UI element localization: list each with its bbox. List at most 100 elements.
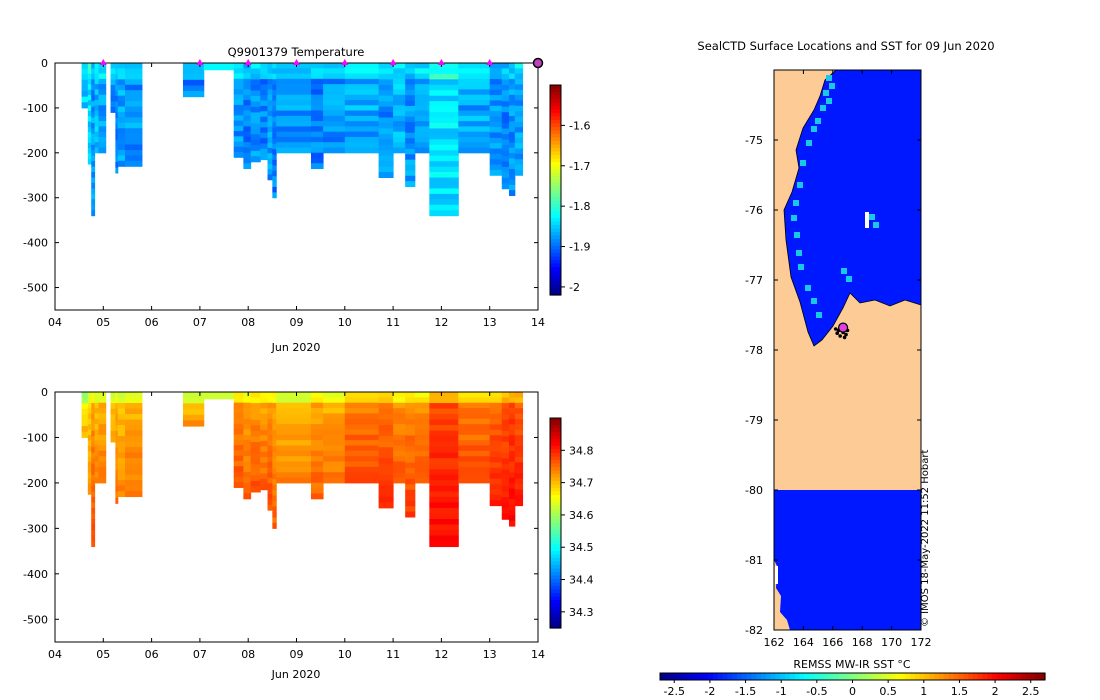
depth-cell (267, 94, 273, 101)
depth-cell (323, 121, 346, 127)
ross-sea-water (783, 69, 922, 347)
colorbar-frame (549, 417, 562, 629)
polynya-pixel (798, 264, 804, 270)
depth-cell (458, 84, 491, 90)
depth-cell (98, 131, 107, 138)
depth-cell (81, 79, 89, 86)
depth-cell (378, 79, 394, 86)
colorbar-segment (550, 537, 561, 542)
depth-cell (414, 115, 430, 122)
depth-cell (91, 403, 96, 410)
colorbar-segment (550, 502, 561, 507)
depth-cell (310, 136, 324, 143)
depth-cell (250, 464, 261, 471)
depth-cell (310, 408, 324, 414)
depth-cell (378, 84, 394, 91)
depth-cell (378, 403, 394, 410)
depth-cell (393, 78, 406, 85)
depth-cell (501, 425, 510, 432)
depth-cell (405, 100, 416, 107)
depth-cell (250, 480, 261, 487)
depth-cell (429, 106, 459, 113)
sst-colorbar-segment (703, 673, 709, 680)
depth-cell (115, 425, 119, 432)
depth-cell (98, 68, 107, 75)
depth-cell (489, 483, 503, 490)
depth-cell (115, 397, 119, 404)
polynya-pixel (829, 83, 835, 89)
sst-colorbar-segment (842, 673, 849, 680)
depth-cell (414, 78, 430, 85)
depth-cell (344, 472, 380, 479)
depth-cell (405, 68, 416, 75)
depth-cell (489, 462, 503, 469)
depth-cell (87, 137, 92, 144)
depth-cell (250, 84, 261, 91)
depth-cell (429, 541, 459, 548)
depth-cell (243, 440, 252, 446)
depth-cell (429, 177, 459, 184)
depth-cell (87, 121, 92, 128)
depth-cell (125, 128, 143, 135)
depth-cell (344, 73, 380, 80)
depth-cell (509, 100, 516, 106)
depth-cell (514, 63, 524, 69)
y-tick-label: 0 (41, 57, 48, 70)
depth-cell (489, 127, 503, 134)
depth-cell (378, 436, 394, 443)
depth-cell (98, 136, 107, 143)
depth-cell (243, 493, 252, 500)
colorbar-segment (550, 614, 561, 619)
colorbar-segment (550, 621, 561, 626)
depth-cell (233, 152, 244, 158)
depth-cell (267, 147, 273, 154)
depth-cell (489, 121, 503, 128)
colorbar-segment (550, 151, 561, 156)
depth-cell (91, 513, 96, 520)
depth-cell (509, 163, 516, 170)
sst-colorbar-tick-label: -2.5 (664, 685, 685, 698)
surface-marker (99, 59, 107, 65)
profile-cast (91, 63, 96, 217)
colorbar-segment (550, 428, 561, 433)
depth-cell (509, 158, 516, 165)
depth-cell (429, 485, 459, 492)
depth-cell (414, 94, 430, 101)
sst-colorbar-segment (674, 673, 680, 680)
depth-cell (117, 414, 126, 421)
sst-colorbar-segment (688, 673, 695, 680)
depth-cell (98, 456, 107, 463)
depth-cell (243, 136, 252, 143)
depth-cell (250, 123, 261, 130)
map-x-tick-label: 172 (911, 636, 932, 649)
depth-cell (310, 493, 324, 500)
depth-cell (514, 489, 524, 496)
depth-cell (115, 419, 119, 426)
depth-cell (489, 73, 503, 80)
depth-cell (276, 89, 312, 96)
depth-cell (91, 491, 96, 498)
depth-cell (94, 413, 99, 420)
depth-cell (489, 111, 503, 117)
depth-cell (267, 63, 273, 69)
sst-colorbar-segment (684, 673, 690, 680)
depth-cell (344, 456, 380, 463)
depth-cell (489, 132, 503, 139)
depth-cell (87, 392, 92, 398)
depth-cell (260, 105, 269, 112)
depth-cell (125, 111, 143, 118)
depth-cell (98, 424, 107, 430)
depth-cell (267, 397, 273, 404)
depth-cell (272, 457, 277, 464)
depth-cell (378, 458, 394, 465)
depth-cell (393, 413, 406, 420)
depth-cell (501, 63, 510, 69)
depth-cell (489, 413, 503, 420)
depth-cell (117, 63, 126, 69)
x-tick-label: 13 (483, 648, 497, 661)
depth-cell (91, 447, 96, 454)
depth-cell (501, 84, 510, 91)
depth-cell (110, 425, 116, 432)
depth-cell (272, 122, 277, 129)
depth-cell (405, 111, 416, 118)
